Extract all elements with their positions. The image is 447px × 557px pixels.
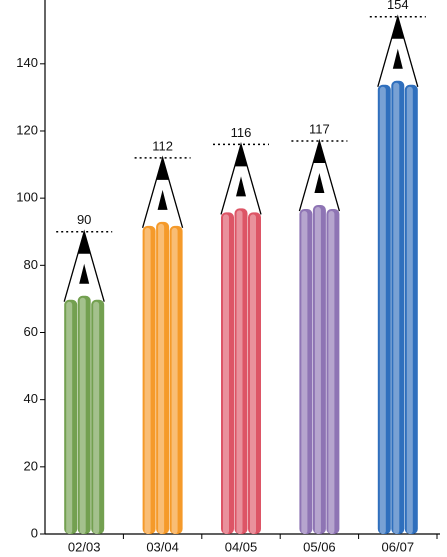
x-tick-label: 03/04 bbox=[146, 539, 179, 554]
pencil-stripe-light bbox=[223, 214, 229, 534]
y-tick-label: 0 bbox=[31, 525, 38, 540]
pencil-stripe-light bbox=[406, 86, 413, 534]
pencil-stripe-light bbox=[236, 210, 243, 534]
y-tick-label: 140 bbox=[16, 55, 38, 70]
pencil-lead-inner bbox=[236, 176, 246, 197]
pencil bbox=[141, 155, 184, 534]
value-label: 90 bbox=[77, 212, 91, 227]
pencil-stripe-light bbox=[250, 214, 256, 534]
x-tick-label: 02/03 bbox=[68, 539, 101, 554]
y-tick-label: 20 bbox=[24, 458, 38, 473]
pencil-lead bbox=[391, 16, 404, 39]
y-tick-label: 60 bbox=[24, 324, 38, 339]
pencil-stripe-light bbox=[393, 82, 400, 534]
pencil-stripe-light bbox=[79, 297, 86, 534]
pencil-stripe-light bbox=[328, 211, 335, 534]
value-label: 117 bbox=[309, 121, 330, 136]
pencil-lead bbox=[235, 144, 247, 167]
pencil-lead-inner bbox=[314, 173, 325, 194]
pencil-lead-inner bbox=[157, 189, 168, 210]
y-tick-label: 100 bbox=[16, 190, 38, 205]
pencil bbox=[63, 229, 105, 534]
pencil-tip bbox=[141, 155, 184, 229]
pencil-stripe-light bbox=[171, 227, 178, 534]
pencil-stripe-light bbox=[314, 207, 321, 534]
pencil-tip bbox=[220, 142, 262, 215]
value-label: 112 bbox=[152, 138, 173, 153]
pencil-stripe-light bbox=[301, 211, 308, 534]
y-tick-label: 120 bbox=[16, 122, 38, 137]
pencil bbox=[220, 142, 262, 534]
y-tick-label: 80 bbox=[24, 257, 38, 272]
pencil-stripe-light bbox=[93, 301, 100, 534]
x-tick-label: 04/05 bbox=[225, 539, 258, 554]
pencil-lead bbox=[313, 141, 326, 164]
pencil-lead bbox=[156, 157, 169, 180]
pencil-stripe-light bbox=[144, 227, 151, 534]
x-tick-label: 05/06 bbox=[303, 539, 336, 554]
pencil-stripe-light bbox=[66, 301, 73, 534]
pencil-stripe-light bbox=[379, 86, 386, 534]
pencil-lead-inner bbox=[79, 263, 90, 284]
pencil bbox=[298, 138, 341, 534]
y-tick-label: 40 bbox=[24, 391, 38, 406]
pencil-lead-inner bbox=[392, 48, 403, 69]
x-tick-label: 06/07 bbox=[382, 539, 415, 554]
pencil-lead bbox=[78, 231, 91, 254]
pencil bbox=[377, 14, 419, 534]
pencil-stripe-light bbox=[158, 223, 165, 534]
value-label: 154 bbox=[387, 0, 409, 12]
value-label: 116 bbox=[231, 125, 252, 140]
